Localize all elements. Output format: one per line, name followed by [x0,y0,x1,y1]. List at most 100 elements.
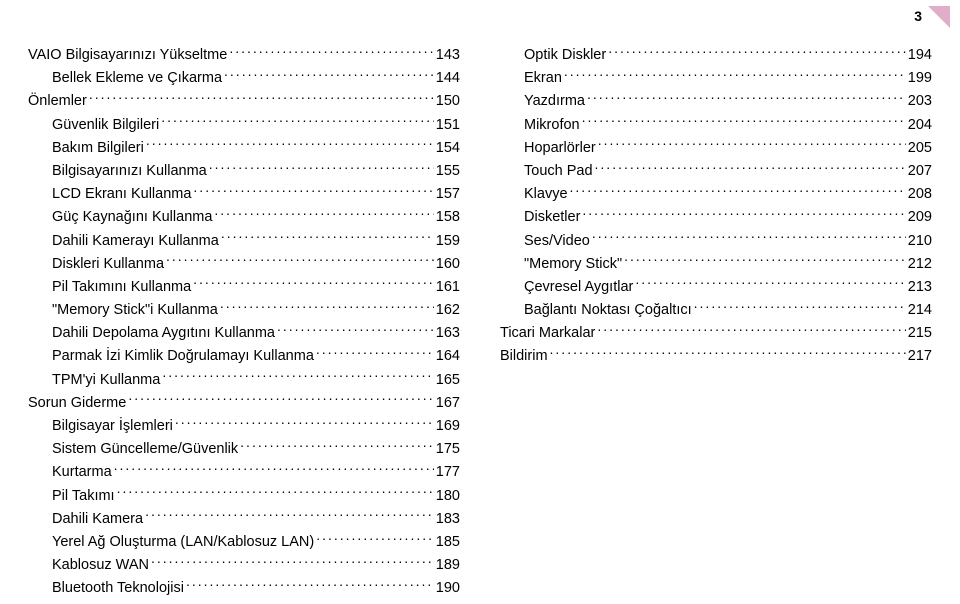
toc-leader-dots [151,555,434,570]
toc-entry: Diskleri Kullanma 160 [28,253,460,276]
toc-entry: "Memory Stick" 212 [500,253,932,276]
toc-label: Ticari Markalar [500,322,595,345]
toc-entry: Bilgisayar İşlemleri 169 [28,415,460,438]
toc-page: 199 [908,67,932,90]
toc-label: VAIO Bilgisayarınızı Yükseltme [28,44,227,67]
toc-label: Kurtarma [52,461,112,484]
toc-leader-dots [175,416,434,431]
toc-leader-dots [597,323,905,338]
toc-label: Dahili Kamerayı Kullanma [52,230,219,253]
toc-label: Sorun Giderme [28,392,126,415]
toc-label: "Memory Stick"i Kullanma [52,299,218,322]
toc-entry: Bildirim 217 [500,345,932,368]
toc-label: Güvenlik Bilgileri [52,114,159,137]
toc-label: TPM'yi Kullanma [52,369,160,392]
toc-page: 160 [436,253,460,276]
toc-page: 161 [436,276,460,299]
toc-label: Ses/Video [524,230,590,253]
toc-page: 204 [908,114,932,137]
toc-page: 203 [908,90,932,113]
toc-page: 215 [908,322,932,345]
toc-label: Bilgisayar İşlemleri [52,415,173,438]
toc-leader-dots [598,137,906,152]
toc-leader-dots [582,207,905,222]
toc-page: 150 [436,90,460,113]
toc-entry: Klavye 208 [500,183,932,206]
toc-leader-dots [220,300,434,315]
toc-leader-dots [193,184,433,199]
toc-page: 163 [436,322,460,345]
toc-label: Ekran [524,67,562,90]
toc-page: 190 [436,577,460,600]
toc-entry: Önlemler 150 [28,90,460,113]
toc-leader-dots [166,253,434,268]
toc-page: 144 [436,67,460,90]
toc-entry: Kablosuz WAN 189 [28,554,460,577]
toc-page: 162 [436,299,460,322]
toc-leader-dots [694,300,906,315]
toc-leader-dots [161,114,434,129]
toc-page: 183 [436,508,460,531]
toc-entry: Kurtarma 177 [28,461,460,484]
toc-label: Çevresel Aygıtlar [524,276,633,299]
toc-entry: TPM'yi Kullanma 165 [28,369,460,392]
toc-page: 208 [908,183,932,206]
toc-label: Bluetooth Teknolojisi [52,577,184,600]
toc-leader-dots [570,184,906,199]
toc-entry: Dahili Depolama Aygıtını Kullanma 163 [28,322,460,345]
toc-leader-dots [595,160,906,175]
toc-page: 212 [908,253,932,276]
toc-entry: Çevresel Aygıtlar 213 [500,276,932,299]
toc-entry: Ses/Video 210 [500,230,932,253]
toc-page: 213 [908,276,932,299]
toc-entry: Bakım Bilgileri 154 [28,137,460,160]
toc-label: Touch Pad [524,160,593,183]
toc-entry: VAIO Bilgisayarınızı Yükseltme 143 [28,44,460,67]
toc-page: 159 [436,230,460,253]
toc-page: 155 [436,160,460,183]
toc-leader-dots [316,346,434,361]
toc-label: Bilgisayarınızı Kullanma [52,160,207,183]
toc-label: Hoparlörler [524,137,596,160]
toc-label: LCD Ekranı Kullanma [52,183,191,206]
toc-label: Bildirim [500,345,548,368]
toc-page: 214 [908,299,932,322]
toc-leader-dots [564,68,906,83]
toc-leader-dots [224,68,434,83]
toc-entry: Güvenlik Bilgileri 151 [28,114,460,137]
toc-page: 164 [436,345,460,368]
toc-page: 151 [436,114,460,137]
toc-columns: VAIO Bilgisayarınızı Yükseltme 143Bellek… [0,0,960,601]
toc-page: 185 [436,531,460,554]
toc-label: Yerel Ağ Oluşturma (LAN/Kablosuz LAN) [52,531,314,554]
toc-leader-dots [550,346,906,361]
toc-label: Pil Takımı [52,485,115,508]
toc-page: 158 [436,206,460,229]
toc-page: 189 [436,554,460,577]
toc-page: 154 [436,137,460,160]
toc-page: 177 [436,461,460,484]
toc-entry: Bilgisayarınızı Kullanma 155 [28,160,460,183]
toc-label: Parmak İzi Kimlik Doğrulamayı Kullanma [52,345,314,368]
toc-leader-dots [624,253,906,268]
toc-label: Bellek Ekleme ve Çıkarma [52,67,222,90]
toc-page: 167 [436,392,460,415]
toc-page: 165 [436,369,460,392]
toc-leader-dots [193,276,434,291]
toc-label: Pil Takımını Kullanma [52,276,191,299]
toc-label: Diskleri Kullanma [52,253,164,276]
toc-leader-dots [608,45,906,60]
toc-entry: Sorun Giderme 167 [28,392,460,415]
toc-leader-dots [209,160,434,175]
toc-entry: Hoparlörler 205 [500,137,932,160]
toc-page: 217 [908,345,932,368]
toc-leader-dots [240,439,434,454]
toc-page: 180 [436,485,460,508]
toc-entry: LCD Ekranı Kullanma 157 [28,183,460,206]
toc-label: Klavye [524,183,568,206]
toc-right-column: Optik Diskler 194Ekran 199Yazdırma 203Mi… [500,44,932,601]
toc-page: 175 [436,438,460,461]
toc-entry: Bellek Ekleme ve Çıkarma 144 [28,67,460,90]
toc-page: 194 [908,44,932,67]
toc-label: Dahili Kamera [52,508,143,531]
